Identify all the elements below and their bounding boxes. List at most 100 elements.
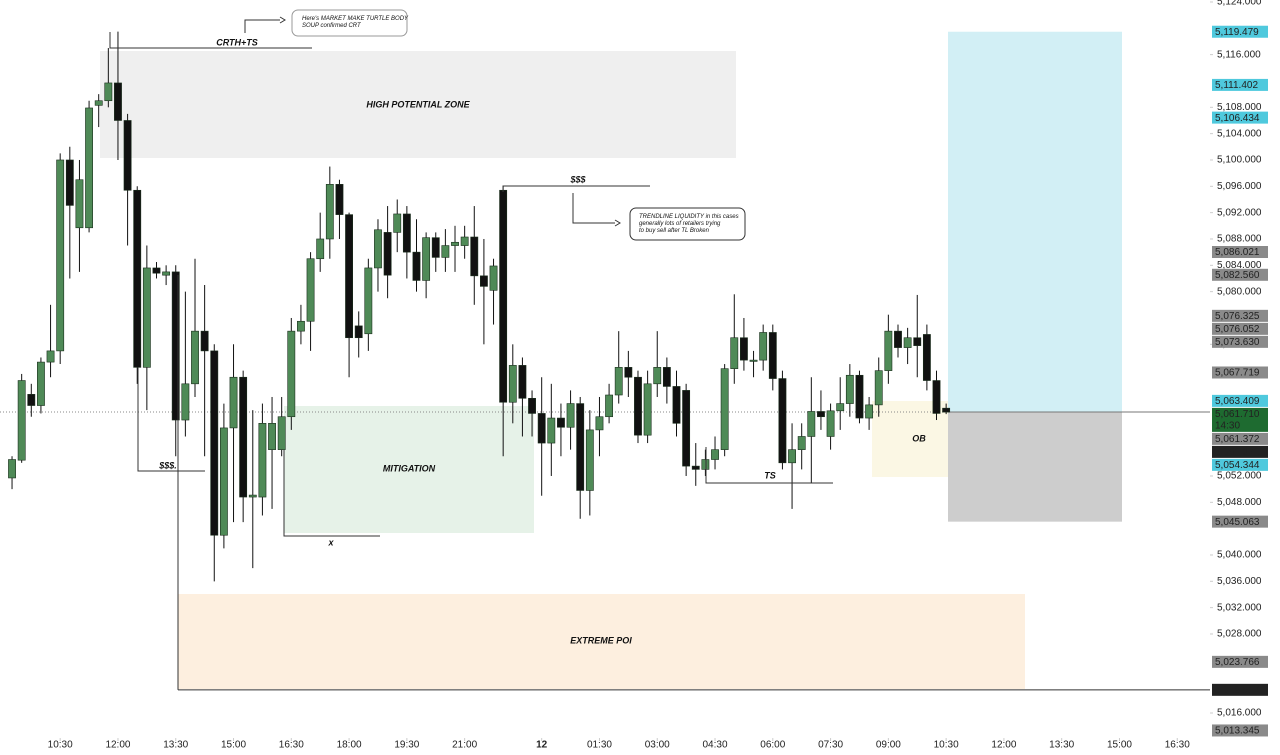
candle-body (85, 107, 93, 229)
candle-body (884, 330, 893, 371)
price-label: 5,019.517 (1215, 685, 1260, 696)
price-label: 5,076.052 (1215, 324, 1260, 335)
arrow (244, 19, 280, 33)
price-label: 5,061.710 (1215, 409, 1260, 420)
candle-body (94, 100, 103, 106)
price-label: 5,013.345 (1215, 726, 1260, 737)
candle-body (268, 423, 276, 450)
liquidity-line (502, 185, 650, 192)
candle-body (865, 404, 874, 419)
target-box (948, 31, 1122, 413)
arrow (572, 193, 615, 224)
candle-body (470, 236, 479, 277)
price-label-box (1212, 407, 1268, 432)
candle-body (691, 465, 700, 470)
arrowhead (614, 219, 621, 227)
candle-body (460, 236, 469, 246)
price-label-box (1212, 515, 1268, 528)
candle-body (932, 380, 941, 414)
candle-body (142, 267, 151, 368)
candle-body (566, 403, 575, 428)
price-label-box (1212, 309, 1268, 322)
candle-body (297, 320, 305, 332)
candle-body (643, 383, 652, 436)
price-label-box (1212, 445, 1268, 458)
crt-line (109, 32, 312, 49)
candle-body (8, 459, 16, 479)
annotation: HIGH POTENTIAL ZONE (366, 99, 470, 109)
arrowhead (279, 16, 286, 24)
candle-body (402, 213, 411, 253)
candle-body (903, 337, 912, 348)
x-tick-label: 16:30 (279, 740, 304, 751)
x-tick-label: 10:30 (934, 740, 959, 751)
candle-body (528, 397, 536, 414)
note: Here's MARKET MAKE TURTLE BODY SOUP conf… (302, 16, 410, 29)
candle-body (576, 403, 585, 491)
price-label: 5,045.063 (1215, 517, 1260, 528)
candle-body (855, 374, 864, 419)
y-tick-label: 5,104.000 (1217, 128, 1262, 139)
candle-body (489, 265, 498, 291)
candle-body (441, 245, 450, 258)
candle-body (412, 251, 421, 281)
y-tick-label: 5,116.000 (1217, 49, 1261, 60)
candle-body (672, 386, 681, 424)
x-tick-label: 12:00 (105, 740, 130, 751)
y-tick-label: 5,028.000 (1217, 629, 1262, 640)
candle-body (682, 390, 691, 467)
y-tick-label: 5,124.000 (1217, 0, 1262, 8)
price-label-time: 14:30 (1215, 421, 1240, 432)
y-tick-label: 5,036.000 (1217, 576, 1262, 587)
candle-body (354, 325, 363, 339)
x-tick-label: 12:00 (991, 740, 1016, 751)
price-label: 5,054.344 (1215, 460, 1260, 471)
price-label: 5,063.409 (1215, 396, 1260, 407)
annotation: $$$ (569, 174, 586, 184)
candle-body (114, 82, 122, 121)
callout (291, 9, 408, 37)
annotation: $$$. (158, 460, 177, 470)
price-label: 5,082.560 (1215, 270, 1260, 281)
candle-body (229, 376, 238, 429)
candle-body (451, 241, 459, 246)
y-tick-label: 5,048.000 (1217, 497, 1262, 508)
annotation: EXTREME POI (570, 635, 632, 645)
zone-mitigation (284, 406, 534, 533)
candle-body (894, 330, 902, 348)
annotation: CRTH+TS (216, 37, 258, 47)
candle-body (422, 237, 431, 281)
y-tick-label: 5,080.000 (1217, 286, 1262, 297)
x-tick-label: 09:00 (876, 740, 901, 751)
y-tick-label: 5,052.000 (1217, 471, 1262, 482)
x-line (283, 450, 380, 537)
candle-body (807, 411, 816, 437)
price-label-box (1212, 655, 1268, 668)
candle-body (325, 184, 334, 240)
candle-body (499, 189, 508, 403)
candle-body (364, 267, 373, 335)
candle-body (605, 394, 614, 418)
y-tick-label: 5,096.000 (1217, 181, 1262, 192)
candle-body (749, 359, 758, 362)
candle-body (942, 407, 951, 413)
x-tick-label: 13:30 (163, 740, 188, 751)
x-tick-label: 18:00 (337, 740, 362, 751)
price-label-box (1212, 724, 1268, 737)
price-label: 5,076.325 (1215, 311, 1260, 322)
x-tick-label: 07:30 (818, 740, 843, 751)
x-tick-label: 01:30 (587, 740, 612, 751)
candle-body (287, 330, 296, 418)
x-tick-label: 13:30 (1049, 740, 1074, 751)
candle-body (248, 494, 257, 498)
candle-body (56, 159, 65, 352)
candle-body (913, 337, 922, 346)
x-tick-label: 10:30 (48, 740, 73, 751)
price-label-box (1212, 683, 1268, 696)
candle-body (537, 413, 546, 444)
candle-body (768, 332, 777, 379)
price-label: 5,067.719 (1215, 368, 1260, 379)
candle-body (393, 213, 402, 233)
note: TRENDLINE LIQUIDITY in this cases genera… (639, 214, 740, 234)
